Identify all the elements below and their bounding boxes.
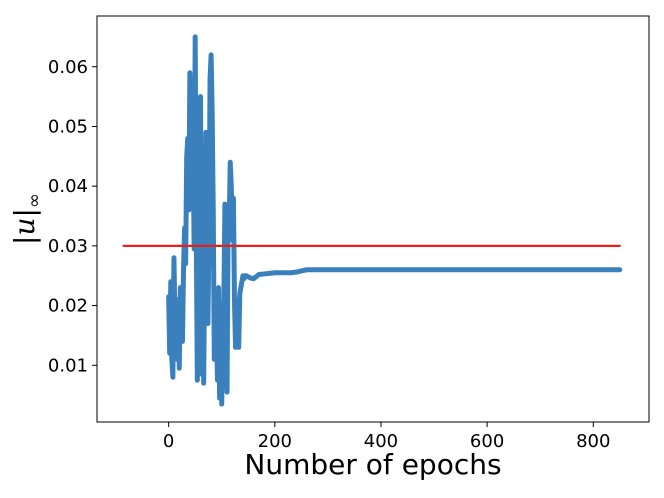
- y-axis-ticks: 0.01 0.02 0.03 0.04 0.05 0.06: [48, 57, 97, 376]
- y-axis-label-sub: ∞: [24, 193, 45, 208]
- y-tick-label: 0.03: [48, 236, 88, 257]
- series-layer: [122, 34, 623, 407]
- y-axis-label-bar-left: |: [8, 236, 41, 245]
- y-tick-label: 0.04: [48, 176, 88, 197]
- x-tick-label: 200: [258, 431, 292, 452]
- y-axis-label-bar-right: |: [8, 208, 41, 217]
- y-axis-label: |u|∞: [8, 193, 45, 245]
- y-tick-label: 0.05: [48, 116, 88, 137]
- series-line-0: [166, 34, 623, 407]
- y-axis-label-var: u: [8, 217, 41, 235]
- y-tick-label: 0.06: [48, 57, 88, 78]
- svg-text:|u|∞: |u|∞: [8, 193, 45, 245]
- x-tick-label: 0: [163, 431, 174, 452]
- y-tick-label: 0.01: [48, 355, 88, 376]
- x-axis-ticks: 0 200 400 600 800: [163, 422, 610, 452]
- x-axis-label: Number of epochs: [244, 448, 501, 481]
- x-tick-label: 600: [470, 431, 504, 452]
- x-tick-label: 400: [364, 431, 398, 452]
- x-tick-label: 800: [576, 431, 610, 452]
- plot-frame: [96, 15, 650, 423]
- y-tick-label: 0.02: [48, 296, 88, 317]
